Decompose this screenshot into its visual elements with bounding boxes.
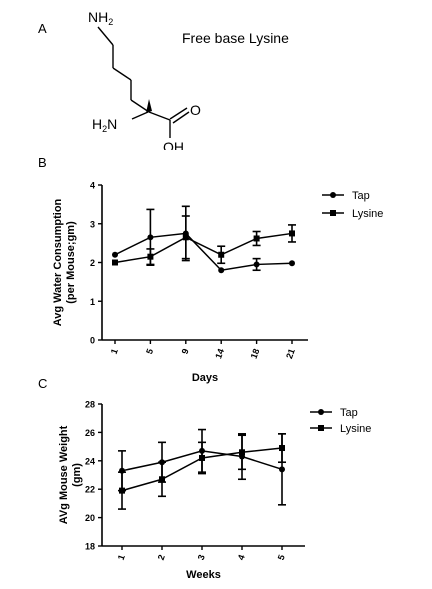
x-axis-title: Days bbox=[192, 372, 218, 384]
x-tick-label: 1 bbox=[116, 553, 127, 561]
legend-label-lysine: Lysine bbox=[352, 208, 383, 220]
mouse-weight-chart: C 18 20 22 24 26 28 1 2 3 4 5 Weeks AVg Mouse Weight(… bbox=[38, 378, 371, 581]
y-tick-label: 18 bbox=[85, 542, 95, 552]
x-tick-label: 14 bbox=[213, 347, 226, 360]
data-point-tap bbox=[289, 260, 295, 267]
data-point-lysine bbox=[182, 234, 189, 241]
y-tick-label: 3 bbox=[90, 219, 95, 229]
data-point-lysine bbox=[218, 251, 225, 258]
data-point-tap bbox=[279, 466, 285, 473]
y-tick-label: 24 bbox=[85, 456, 95, 466]
panel-a-label: A bbox=[38, 21, 47, 36]
lysine-structure-panel: A Free base Lysine NH2 H2N O OH bbox=[38, 9, 289, 150]
data-point-tap bbox=[253, 261, 260, 268]
carbonyl-oxygen-label: O bbox=[190, 102, 201, 118]
data-point-lysine bbox=[119, 487, 125, 494]
y-tick-label: 28 bbox=[85, 400, 95, 410]
data-point-lysine bbox=[112, 259, 118, 266]
series-line-lysine bbox=[114, 232, 293, 264]
wedge-bond bbox=[146, 99, 152, 113]
data-point-lysine bbox=[253, 235, 260, 242]
x-tick-label: 4 bbox=[236, 553, 247, 561]
data-point-lysine bbox=[239, 449, 245, 456]
alpha-amine-label: H2N bbox=[92, 116, 117, 134]
x-tick-label: 5 bbox=[144, 347, 155, 355]
x-tick-label: 1 bbox=[109, 347, 120, 355]
y-axis-title: AVg Mouse Weight bbox=[58, 425, 70, 524]
y-tick-label: 20 bbox=[85, 513, 95, 523]
legend-marker bbox=[318, 425, 324, 431]
y-tick-label: 0 bbox=[90, 336, 95, 346]
data-point-lysine bbox=[289, 230, 295, 237]
x-tick-label: 5 bbox=[276, 553, 287, 561]
y-axis-title: (gm) bbox=[71, 463, 83, 487]
amine-top-label: NH2 bbox=[88, 9, 113, 27]
hydroxyl-label: OH bbox=[163, 139, 184, 150]
x-tick-label: 2 bbox=[156, 553, 167, 561]
data-point-lysine bbox=[159, 476, 165, 483]
legend-marker bbox=[330, 210, 336, 216]
legend-label-tap: Tap bbox=[352, 190, 370, 202]
data-point-tap bbox=[218, 267, 225, 274]
series-line-tap bbox=[114, 232, 293, 272]
y-tick-label: 2 bbox=[90, 258, 95, 268]
x-tick-label: 18 bbox=[249, 347, 262, 360]
legend-label-tap: Tap bbox=[340, 407, 358, 419]
legend-label-lysine: Lysine bbox=[340, 423, 371, 435]
legend-marker bbox=[330, 192, 336, 198]
data-point-lysine bbox=[199, 454, 205, 461]
water-consumption-chart: B 0 1 2 3 4 1 5 9 14 18 21 Days Avg Water Consumption… bbox=[38, 155, 383, 384]
legend-marker bbox=[318, 409, 324, 415]
y-axis-title: Avg Water Consumption bbox=[52, 198, 64, 326]
y-tick-label: 22 bbox=[85, 485, 95, 495]
lysine-caption: Free base Lysine bbox=[182, 30, 289, 46]
x-tick-label: 3 bbox=[196, 553, 207, 561]
x-axis-title: Weeks bbox=[186, 569, 221, 581]
data-point-lysine bbox=[147, 253, 154, 260]
data-point-tap bbox=[147, 234, 154, 241]
y-tick-label: 26 bbox=[85, 428, 95, 438]
panel-label: C bbox=[38, 378, 47, 391]
y-axis-title: (per Mouse;gm) bbox=[65, 221, 77, 304]
x-tick-label: 21 bbox=[284, 347, 297, 360]
x-tick-label: 9 bbox=[180, 347, 191, 355]
data-point-lysine bbox=[279, 445, 285, 452]
data-point-tap bbox=[112, 251, 118, 258]
panel-label: B bbox=[38, 155, 47, 170]
y-tick-label: 4 bbox=[90, 181, 95, 191]
y-tick-label: 1 bbox=[90, 297, 95, 307]
lysine-skeleton bbox=[97, 26, 190, 138]
